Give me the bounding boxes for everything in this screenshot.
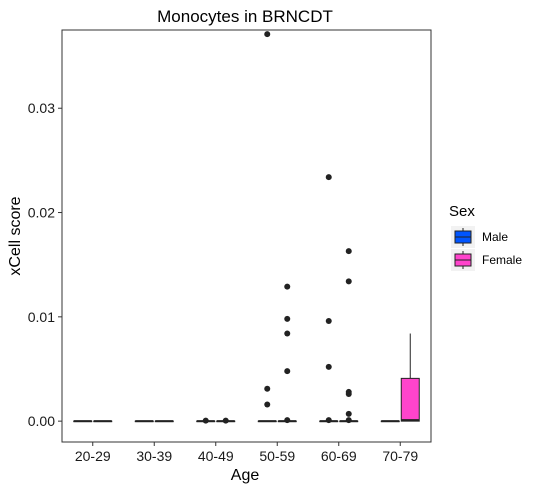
- outlier-point: [325, 363, 332, 370]
- x-tick-label: 50-59: [259, 448, 295, 464]
- outlier-point: [202, 417, 209, 424]
- x-tick-label: 40-49: [198, 448, 234, 464]
- outlier-point: [264, 31, 271, 38]
- x-tick-label: 30-39: [136, 448, 172, 464]
- outlier-point: [345, 410, 352, 417]
- outlier-point: [345, 278, 352, 285]
- y-axis-title: xCell score: [7, 196, 24, 275]
- y-tick-label: 0.03: [28, 100, 55, 116]
- legend: Sex Male Female: [449, 203, 522, 271]
- outlier-point: [345, 417, 352, 424]
- y-tick-label: 0.00: [28, 413, 55, 429]
- x-tick-label: 60-69: [321, 448, 357, 464]
- outlier-point: [284, 368, 291, 375]
- box-female-70-79: [400, 333, 420, 422]
- y-axis: 0.00 0.01 0.02 0.03: [28, 100, 62, 429]
- outlier-point: [222, 417, 229, 424]
- x-tick-label: 20-29: [75, 448, 111, 464]
- outlier-point: [284, 330, 291, 337]
- outlier-point: [345, 391, 352, 398]
- outlier-point: [325, 318, 332, 325]
- outlier-point: [284, 283, 291, 290]
- y-tick-label: 0.02: [28, 205, 55, 221]
- outlier-point: [284, 417, 291, 424]
- x-tick-label: 70-79: [382, 448, 418, 464]
- y-tick-label: 0.01: [28, 309, 55, 325]
- box-body: [400, 377, 420, 422]
- outlier-point: [325, 417, 332, 424]
- legend-label-female: Female: [482, 253, 522, 267]
- outlier-point: [325, 174, 332, 181]
- chart-title: Monocytes in BRNCDT: [157, 7, 333, 26]
- box-female-30-39: [154, 420, 174, 423]
- outlier-point: [264, 401, 271, 408]
- legend-key-male: [451, 226, 475, 248]
- outlier-layer: [202, 31, 352, 424]
- legend-title: Sex: [449, 203, 475, 220]
- x-axis: 20-29 30-39 40-49 50-59 60-69 70-79: [75, 442, 418, 464]
- legend-label-male: Male: [482, 230, 508, 244]
- legend-key-female: [451, 249, 475, 271]
- box-male-50-59: [257, 420, 277, 423]
- outlier-point: [284, 315, 291, 322]
- outlier-point: [345, 248, 352, 255]
- outlier-point: [264, 385, 271, 392]
- box-male-70-79: [380, 420, 400, 423]
- x-axis-title: Age: [231, 467, 260, 484]
- box-male-30-39: [134, 420, 154, 423]
- box-male-20-29: [73, 420, 93, 423]
- plot-panel: [61, 29, 432, 443]
- box-female-20-29: [93, 420, 113, 423]
